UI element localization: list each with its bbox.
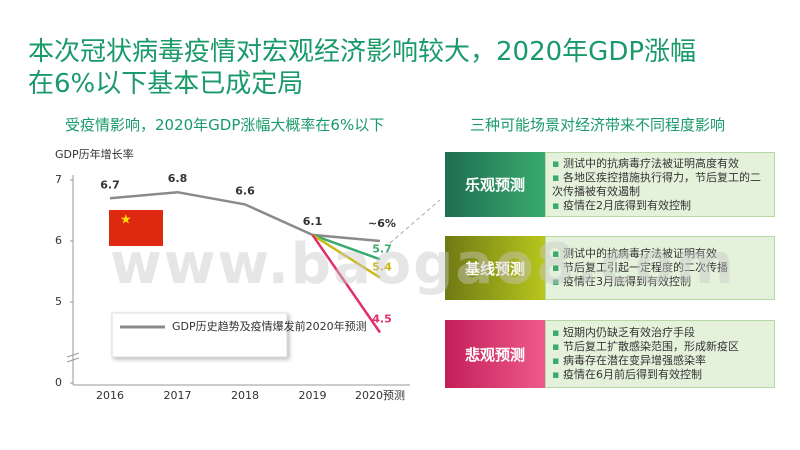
bullet: 短期内仍缺乏有效治疗手段	[552, 326, 768, 340]
title: 本次冠状病毒疫情对宏观经济影响较大，2020年GDP涨幅 在6%以下基本已成定局	[28, 36, 696, 100]
scenario-box: 测试中的抗病毒疗法被证明高度有效各地区疾控措施执行得力，节后复工的二次传播被有效…	[545, 152, 775, 217]
flag-star: ★	[120, 213, 132, 228]
title-line: 本次冠状病毒疫情对宏观经济影响较大，2020年GDP涨幅	[28, 37, 697, 67]
y-tick-label: 0	[55, 376, 62, 389]
x-tick-label: 2018	[231, 389, 259, 402]
bullet: 疫情在2月底得到有效控制	[552, 199, 768, 213]
x-tick-label: 2016	[96, 389, 124, 402]
scenario-box: 测试中的抗病毒疗法被证明有效节后复工引起一定程度的二次传播疫情在3月底得到有效控…	[545, 236, 775, 300]
y-tick-label: 5	[55, 295, 62, 308]
scenario-label: 乐观预测	[445, 152, 545, 217]
scenario-label: 悲观预测	[445, 320, 545, 388]
y-tick-label: 6	[55, 234, 62, 247]
bullet: 病毒存在潜在变异增强感染率	[552, 354, 768, 368]
connector	[389, 199, 440, 244]
bullet: 各地区疾控措施执行得力，节后复工的二次传播被有效遏制	[552, 171, 768, 199]
value-label: 6.6	[235, 184, 255, 197]
bullet: 测试中的抗病毒疗法被证明高度有效	[552, 157, 768, 171]
value-label: 6.8	[168, 172, 188, 185]
bullet: 测试中的抗病毒疗法被证明有效	[552, 247, 768, 261]
x-tick-label: 2017	[164, 389, 192, 402]
legend-box	[111, 312, 288, 358]
value-label: 6.7	[100, 178, 120, 191]
series-line	[312, 233, 381, 261]
scenario-box: 短期内仍缺乏有效治疗手段节后复工扩散感染范围，形成新疫区病毒存在潜在变异增强感染…	[545, 320, 775, 388]
y-tick-label: 7	[55, 173, 62, 186]
bullet: 节后复工扩散感染范围，形成新疫区	[552, 340, 768, 354]
value-label: 6.1	[303, 215, 323, 228]
title-line: 在6%以下基本已成定局	[28, 69, 304, 99]
flag	[109, 210, 163, 246]
axis-break	[66, 352, 80, 363]
scenario-label: 基线预测	[445, 236, 545, 300]
value-label: ~6%	[368, 217, 396, 230]
value-label: 4.5	[372, 313, 392, 326]
value-label: 5.7	[372, 242, 392, 255]
series-line	[311, 233, 381, 279]
bullet: 疫情在3月底得到有效控制	[552, 275, 768, 289]
scenario: 悲观预测 短期内仍缺乏有效治疗手段节后复工扩散感染范围，形成新疫区病毒存在潜在变…	[445, 320, 775, 388]
chart-title: 受疫情影响，2020年GDP涨幅大概率在6%以下	[65, 116, 385, 134]
series-line	[311, 234, 382, 334]
bullet: 节后复工引起一定程度的二次传播	[552, 261, 768, 275]
value-label: 5.4	[372, 261, 392, 274]
y-axis-label: GDP历年增长率	[55, 147, 134, 161]
bullet: 疫情在6月前后得到有效控制	[552, 368, 768, 382]
series-line	[109, 190, 381, 243]
legend-label: GDP历史趋势及疫情爆发前2020年预测	[172, 319, 367, 333]
scenario: 乐观预测 测试中的抗病毒疗法被证明高度有效各地区疾控措施执行得力，节后复工的二次…	[445, 152, 775, 217]
scenario: 基线预测 测试中的抗病毒疗法被证明有效节后复工引起一定程度的二次传播疫情在3月底…	[445, 236, 775, 300]
x-tick-label: 2020预测	[355, 389, 405, 402]
chart: GDP历年增长率 ★ GDP历史趋势及疫情爆发前2020年预测 0 5 6 7 2016…	[55, 147, 440, 402]
scenarios-title: 三种可能场景对经济带来不同程度影响	[470, 116, 726, 134]
x-tick-label: 2019	[299, 389, 327, 402]
